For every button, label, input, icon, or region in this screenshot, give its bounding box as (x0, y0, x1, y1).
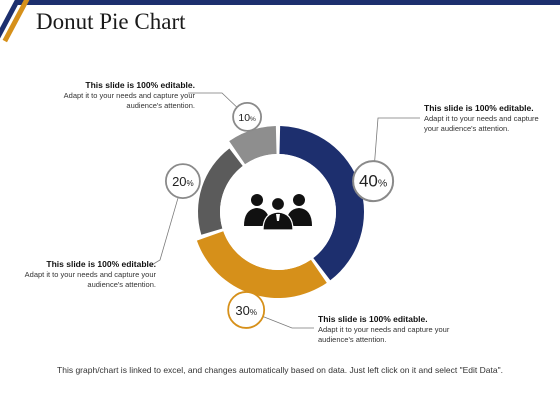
callout-heading: This slide is 100% editable. (85, 80, 195, 90)
donut-segments (196, 126, 365, 298)
value-badge (164, 163, 201, 199)
callout-bottom-left: This slide is 100% editable. Adapt it to… (16, 259, 156, 289)
callout-top-left: This slide is 100% editable. Adapt it to… (50, 80, 195, 110)
callout-body: Adapt it to your needs and capture your … (24, 270, 156, 289)
value-badges: 40% 30% 20% 10% (164, 101, 395, 329)
callout-leader-line (149, 197, 179, 267)
callout-body: Adapt it to your needs and capture your … (318, 325, 450, 344)
value-label: 40% (359, 172, 387, 191)
top-accent-bar (16, 0, 560, 5)
callout-leader-line (374, 117, 420, 162)
callout-heading: This slide is 100% editable. (424, 103, 534, 113)
callout-body: Adapt it to your needs and capture your … (424, 114, 539, 133)
donut-slice (198, 148, 243, 235)
callout-heading: This slide is 100% editable. (318, 314, 428, 324)
callout-leader-lines (149, 92, 420, 329)
donut-slice (279, 126, 365, 281)
value-badge (227, 291, 266, 329)
callout-bottom-right: This slide is 100% editable. Adapt it to… (318, 314, 458, 344)
page-title: Donut Pie Chart (36, 9, 186, 34)
donut-slice (229, 126, 277, 165)
value-label: 30% (235, 303, 257, 318)
value-label: 10% (238, 112, 256, 124)
callout-heading: This slide is 100% editable. (46, 259, 156, 269)
footer-note: This graph/chart is linked to excel, and… (57, 365, 503, 375)
value-badge (352, 160, 395, 203)
value-badge (232, 101, 262, 132)
callout-leader-line (188, 92, 238, 108)
value-label: 20% (172, 174, 194, 189)
people-group-icon (244, 194, 312, 231)
callout-top-right: This slide is 100% editable. Adapt it to… (424, 103, 554, 133)
callout-leader-line (262, 316, 314, 329)
donut-slice (196, 231, 327, 298)
callout-body: Adapt it to your needs and capture your … (63, 91, 195, 110)
